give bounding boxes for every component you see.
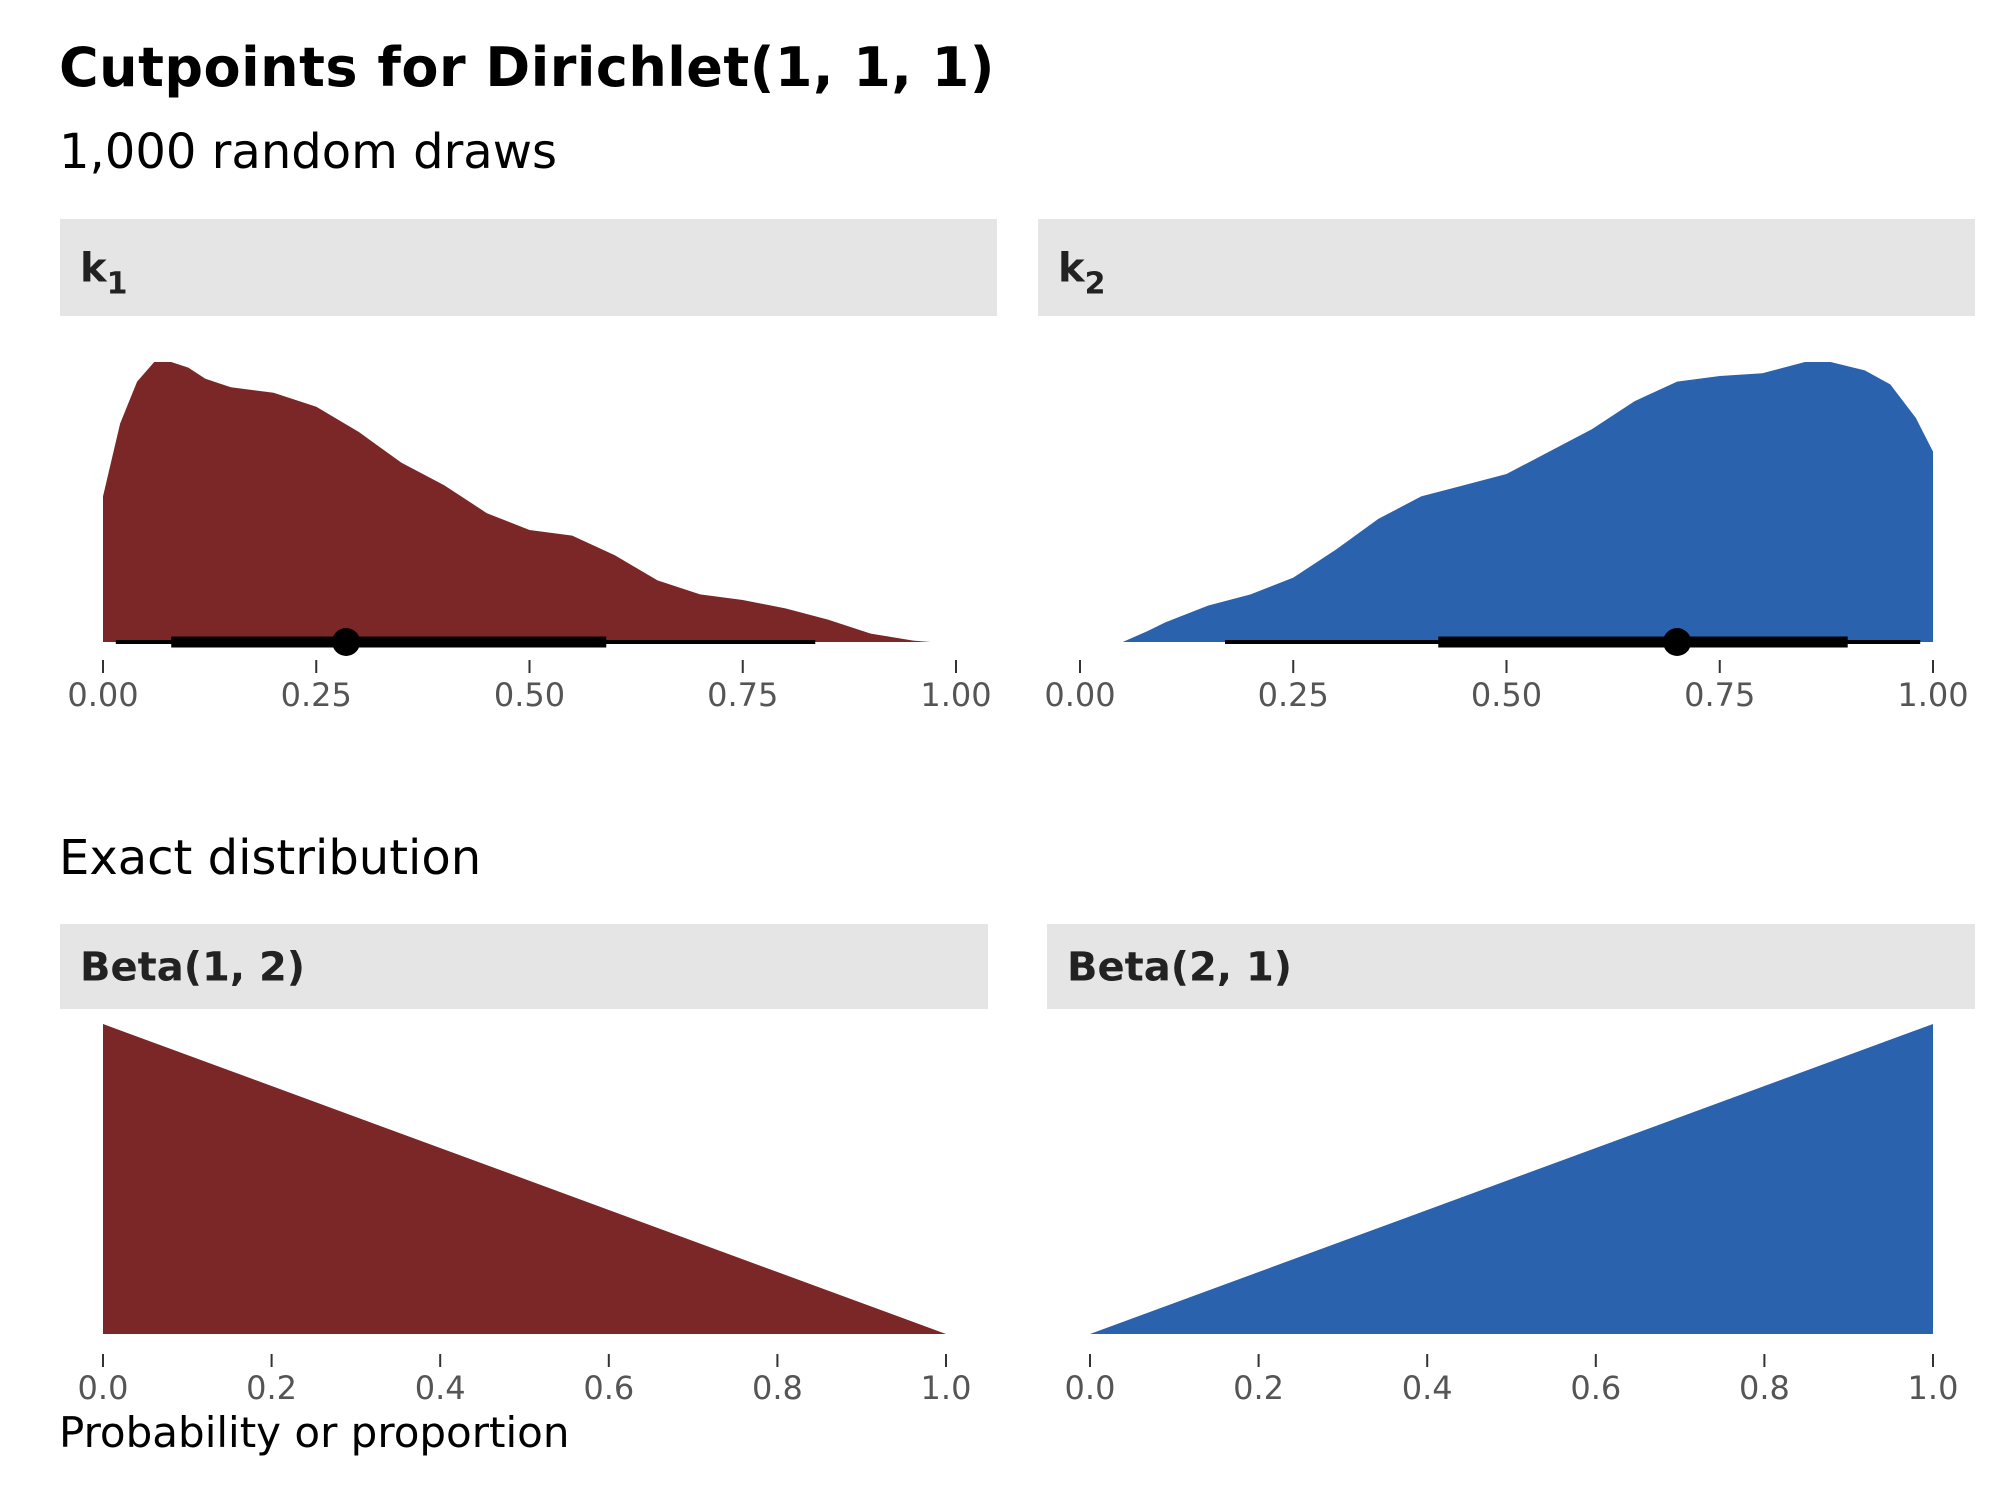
density-area-2 xyxy=(1122,362,1933,642)
x-tick-label-2-1: 0.00 xyxy=(1044,676,1115,714)
median-point-1 xyxy=(332,628,361,656)
facet-strip-label-4: Beta(2, 1) xyxy=(1067,945,1292,991)
x-axis-title: Probability or proportion xyxy=(59,1408,570,1457)
x-tick-label-4-4: 0.6 xyxy=(1570,1369,1621,1407)
x-tick-label-1-2: 0.25 xyxy=(281,676,352,714)
x-tick-label-3-6: 1.0 xyxy=(921,1369,972,1407)
x-tick-label-4-6: 1.0 xyxy=(1908,1369,1959,1407)
density-area-4 xyxy=(1090,1024,1933,1334)
facet-strip-label-2: k2 xyxy=(1058,246,1105,302)
x-tick-label-3-5: 0.8 xyxy=(752,1369,803,1407)
x-tick-label-1-4: 0.75 xyxy=(707,676,778,714)
facet-strip-1 xyxy=(60,219,997,316)
facet-strip-label-1: k1 xyxy=(80,246,127,302)
x-tick-label-2-4: 0.75 xyxy=(1684,676,1755,714)
facet-strip-4 xyxy=(1047,924,1975,1009)
x-tick-label-1-1: 0.00 xyxy=(67,676,138,714)
x-tick-label-4-5: 0.8 xyxy=(1739,1369,1790,1407)
chart-title: Cutpoints for Dirichlet(1, 1, 1) xyxy=(59,36,995,99)
x-tick-label-3-1: 0.0 xyxy=(78,1369,129,1407)
density-area-1 xyxy=(103,362,931,642)
x-tick-label-3-3: 0.4 xyxy=(415,1369,466,1407)
facet-strip-3 xyxy=(60,924,988,1009)
x-tick-label-1-5: 1.00 xyxy=(920,676,991,714)
x-tick-label-4-1: 0.0 xyxy=(1065,1369,1116,1407)
x-tick-label-2-3: 0.50 xyxy=(1471,676,1542,714)
density-area-3 xyxy=(103,1024,946,1334)
facet-strip-label-3: Beta(1, 2) xyxy=(80,945,305,991)
x-tick-label-2-5: 1.00 xyxy=(1897,676,1968,714)
x-tick-label-3-2: 0.2 xyxy=(246,1369,297,1407)
median-point-2 xyxy=(1663,628,1692,656)
facet-strip-2 xyxy=(1038,219,1975,316)
x-tick-label-1-3: 0.50 xyxy=(494,676,565,714)
section-title: Exact distribution xyxy=(59,830,482,886)
x-tick-label-4-2: 0.2 xyxy=(1233,1369,1284,1407)
chart-subtitle: 1,000 random draws xyxy=(59,124,557,180)
x-tick-label-3-4: 0.6 xyxy=(583,1369,634,1407)
x-tick-label-2-2: 0.25 xyxy=(1258,676,1329,714)
x-tick-label-4-3: 0.4 xyxy=(1402,1369,1453,1407)
